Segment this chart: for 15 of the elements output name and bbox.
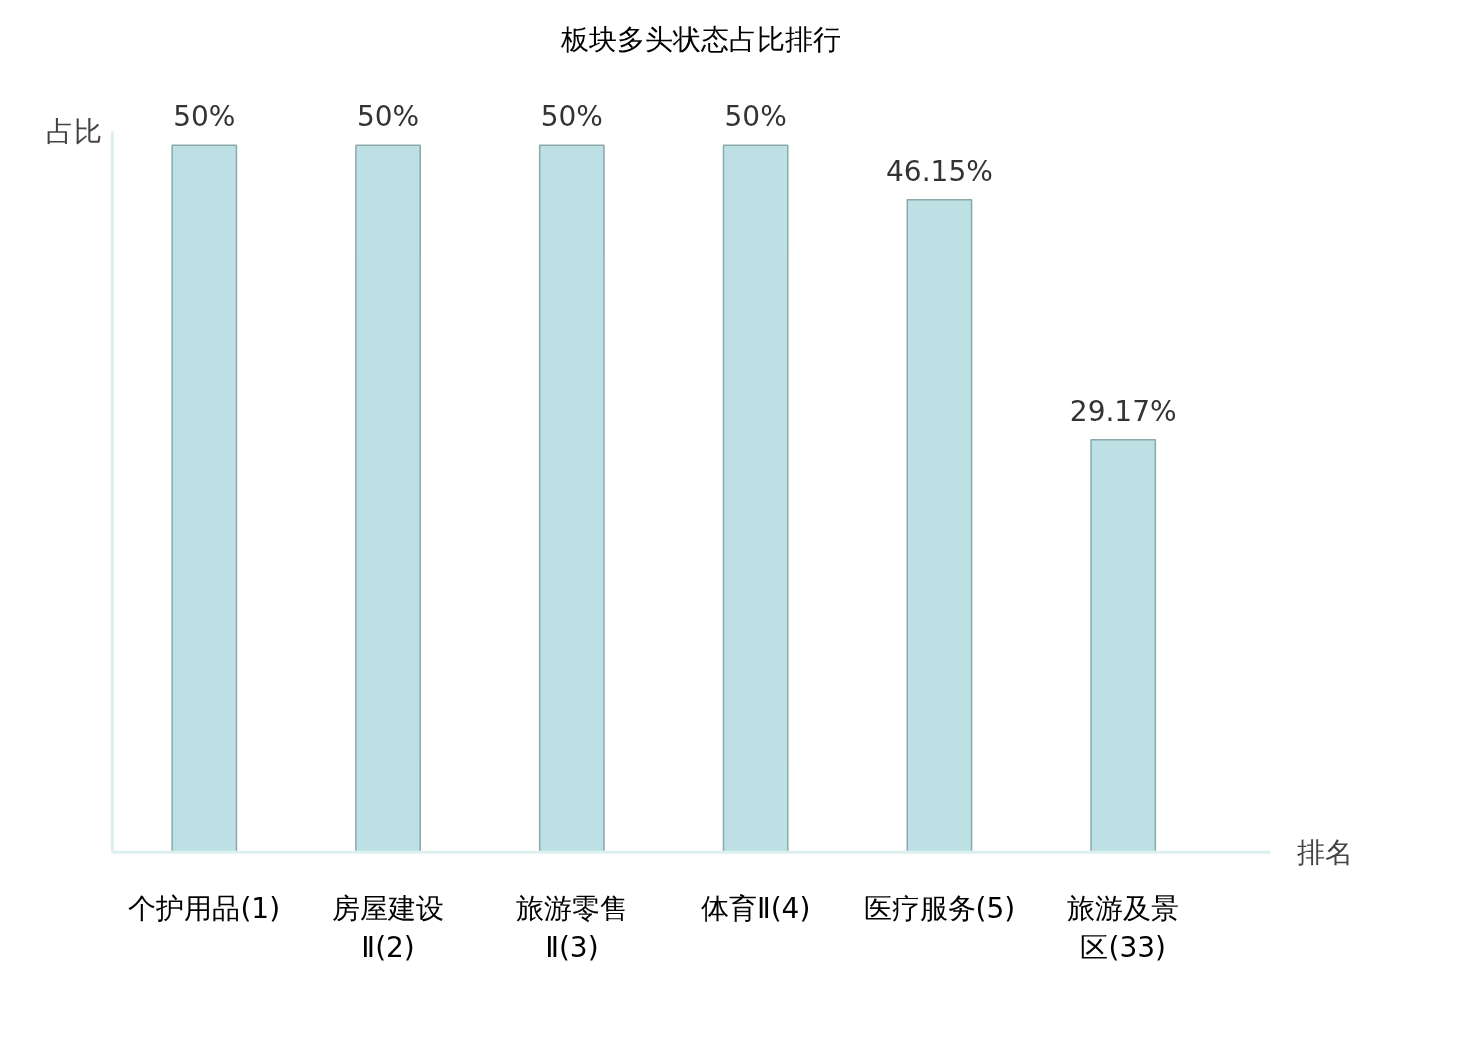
x-tick-label: 旅游及景区(33) xyxy=(1067,891,1180,965)
x-tick-label: 体育Ⅱ(4) xyxy=(700,891,811,925)
x-tick-label: 医疗服务(5) xyxy=(863,891,1016,925)
data-label: 50% xyxy=(173,100,236,134)
x-tick-label: 旅游零售Ⅱ(3) xyxy=(515,891,628,965)
data-label: 29.17% xyxy=(1069,394,1177,428)
x-axis-title: 排名 xyxy=(1297,835,1354,869)
data-label: 50% xyxy=(540,100,603,134)
chart-title: 板块多头状态占比排行 xyxy=(559,22,841,56)
data-label: 50% xyxy=(724,100,787,134)
data-label: 50% xyxy=(356,100,420,134)
y-axis-title: 占比 xyxy=(46,114,103,148)
x-tick-label: 个护用品(1) xyxy=(128,891,281,925)
data-label: 46.15% xyxy=(886,154,993,188)
x-tick-label: 房屋建设Ⅱ(2) xyxy=(332,891,445,965)
